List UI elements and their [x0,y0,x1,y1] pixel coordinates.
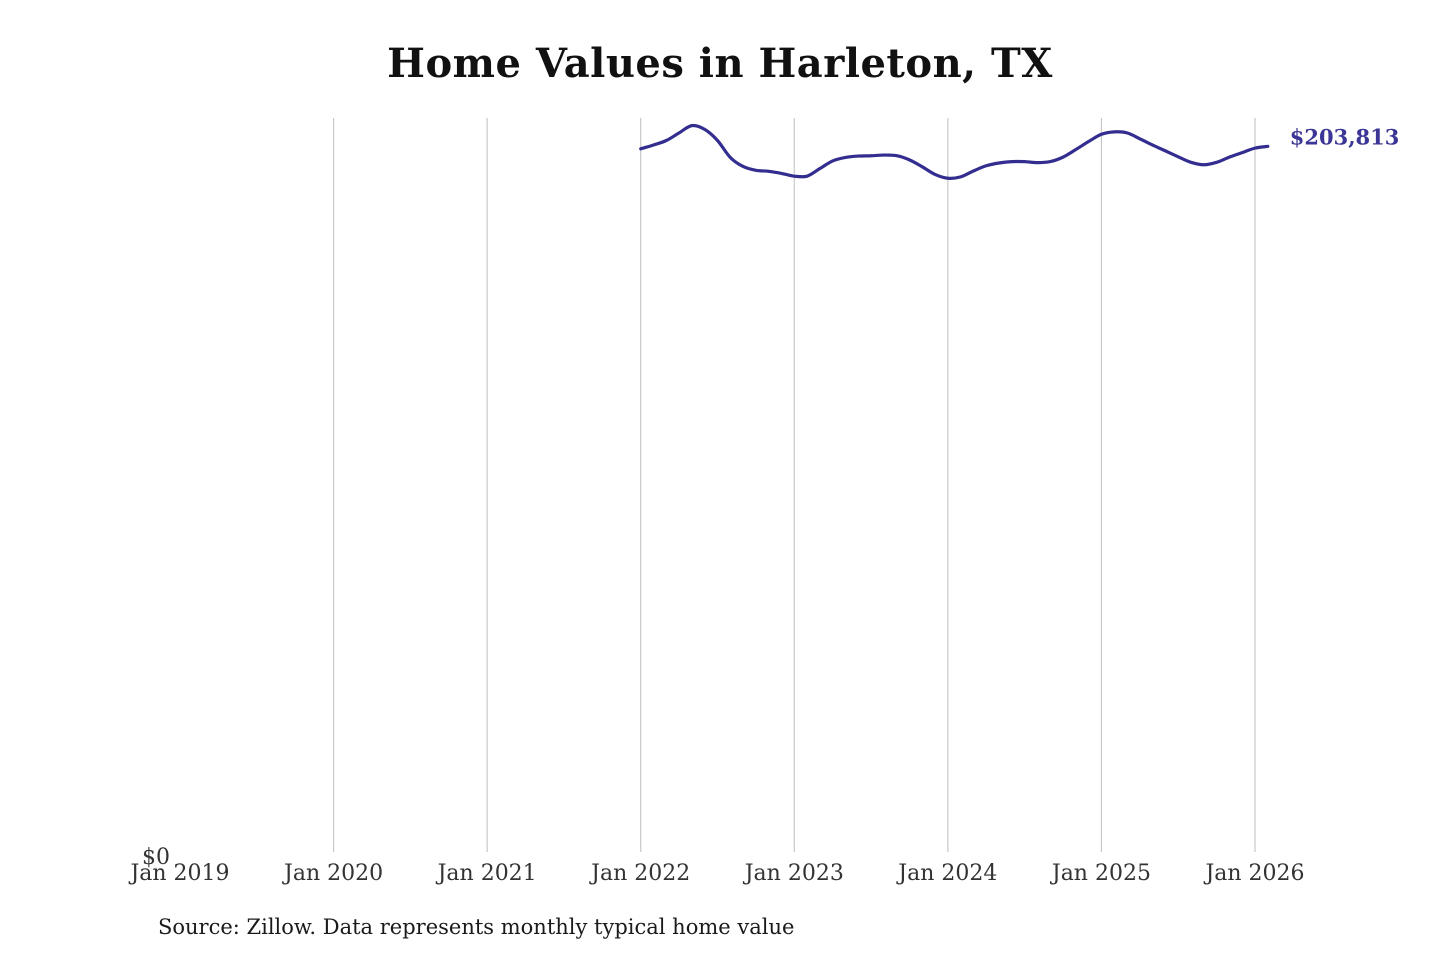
y-tick-label-0: $0 [142,845,170,870]
chart-title: Home Values in Harleton, TX [387,40,1053,87]
series-line-home-value [639,123,1270,180]
x-tick-label-2021: Jan 2021 [436,861,537,886]
x-tick-label-2024: Jan 2024 [896,861,997,886]
x-tick-label-2020: Jan 2020 [282,861,383,886]
x-tick-label-2025: Jan 2025 [1050,861,1151,886]
chart-source: Source: Zillow. Data represents monthly … [158,915,795,939]
x-tick-label-2023: Jan 2023 [743,861,844,886]
x-tick-label-2019: Jan 2019 [128,861,229,886]
x-tick-label-2022: Jan 2022 [589,861,690,886]
x-tick-label-2026: Jan 2026 [1203,861,1304,886]
end-value-label: $203,813 [1290,124,1400,149]
